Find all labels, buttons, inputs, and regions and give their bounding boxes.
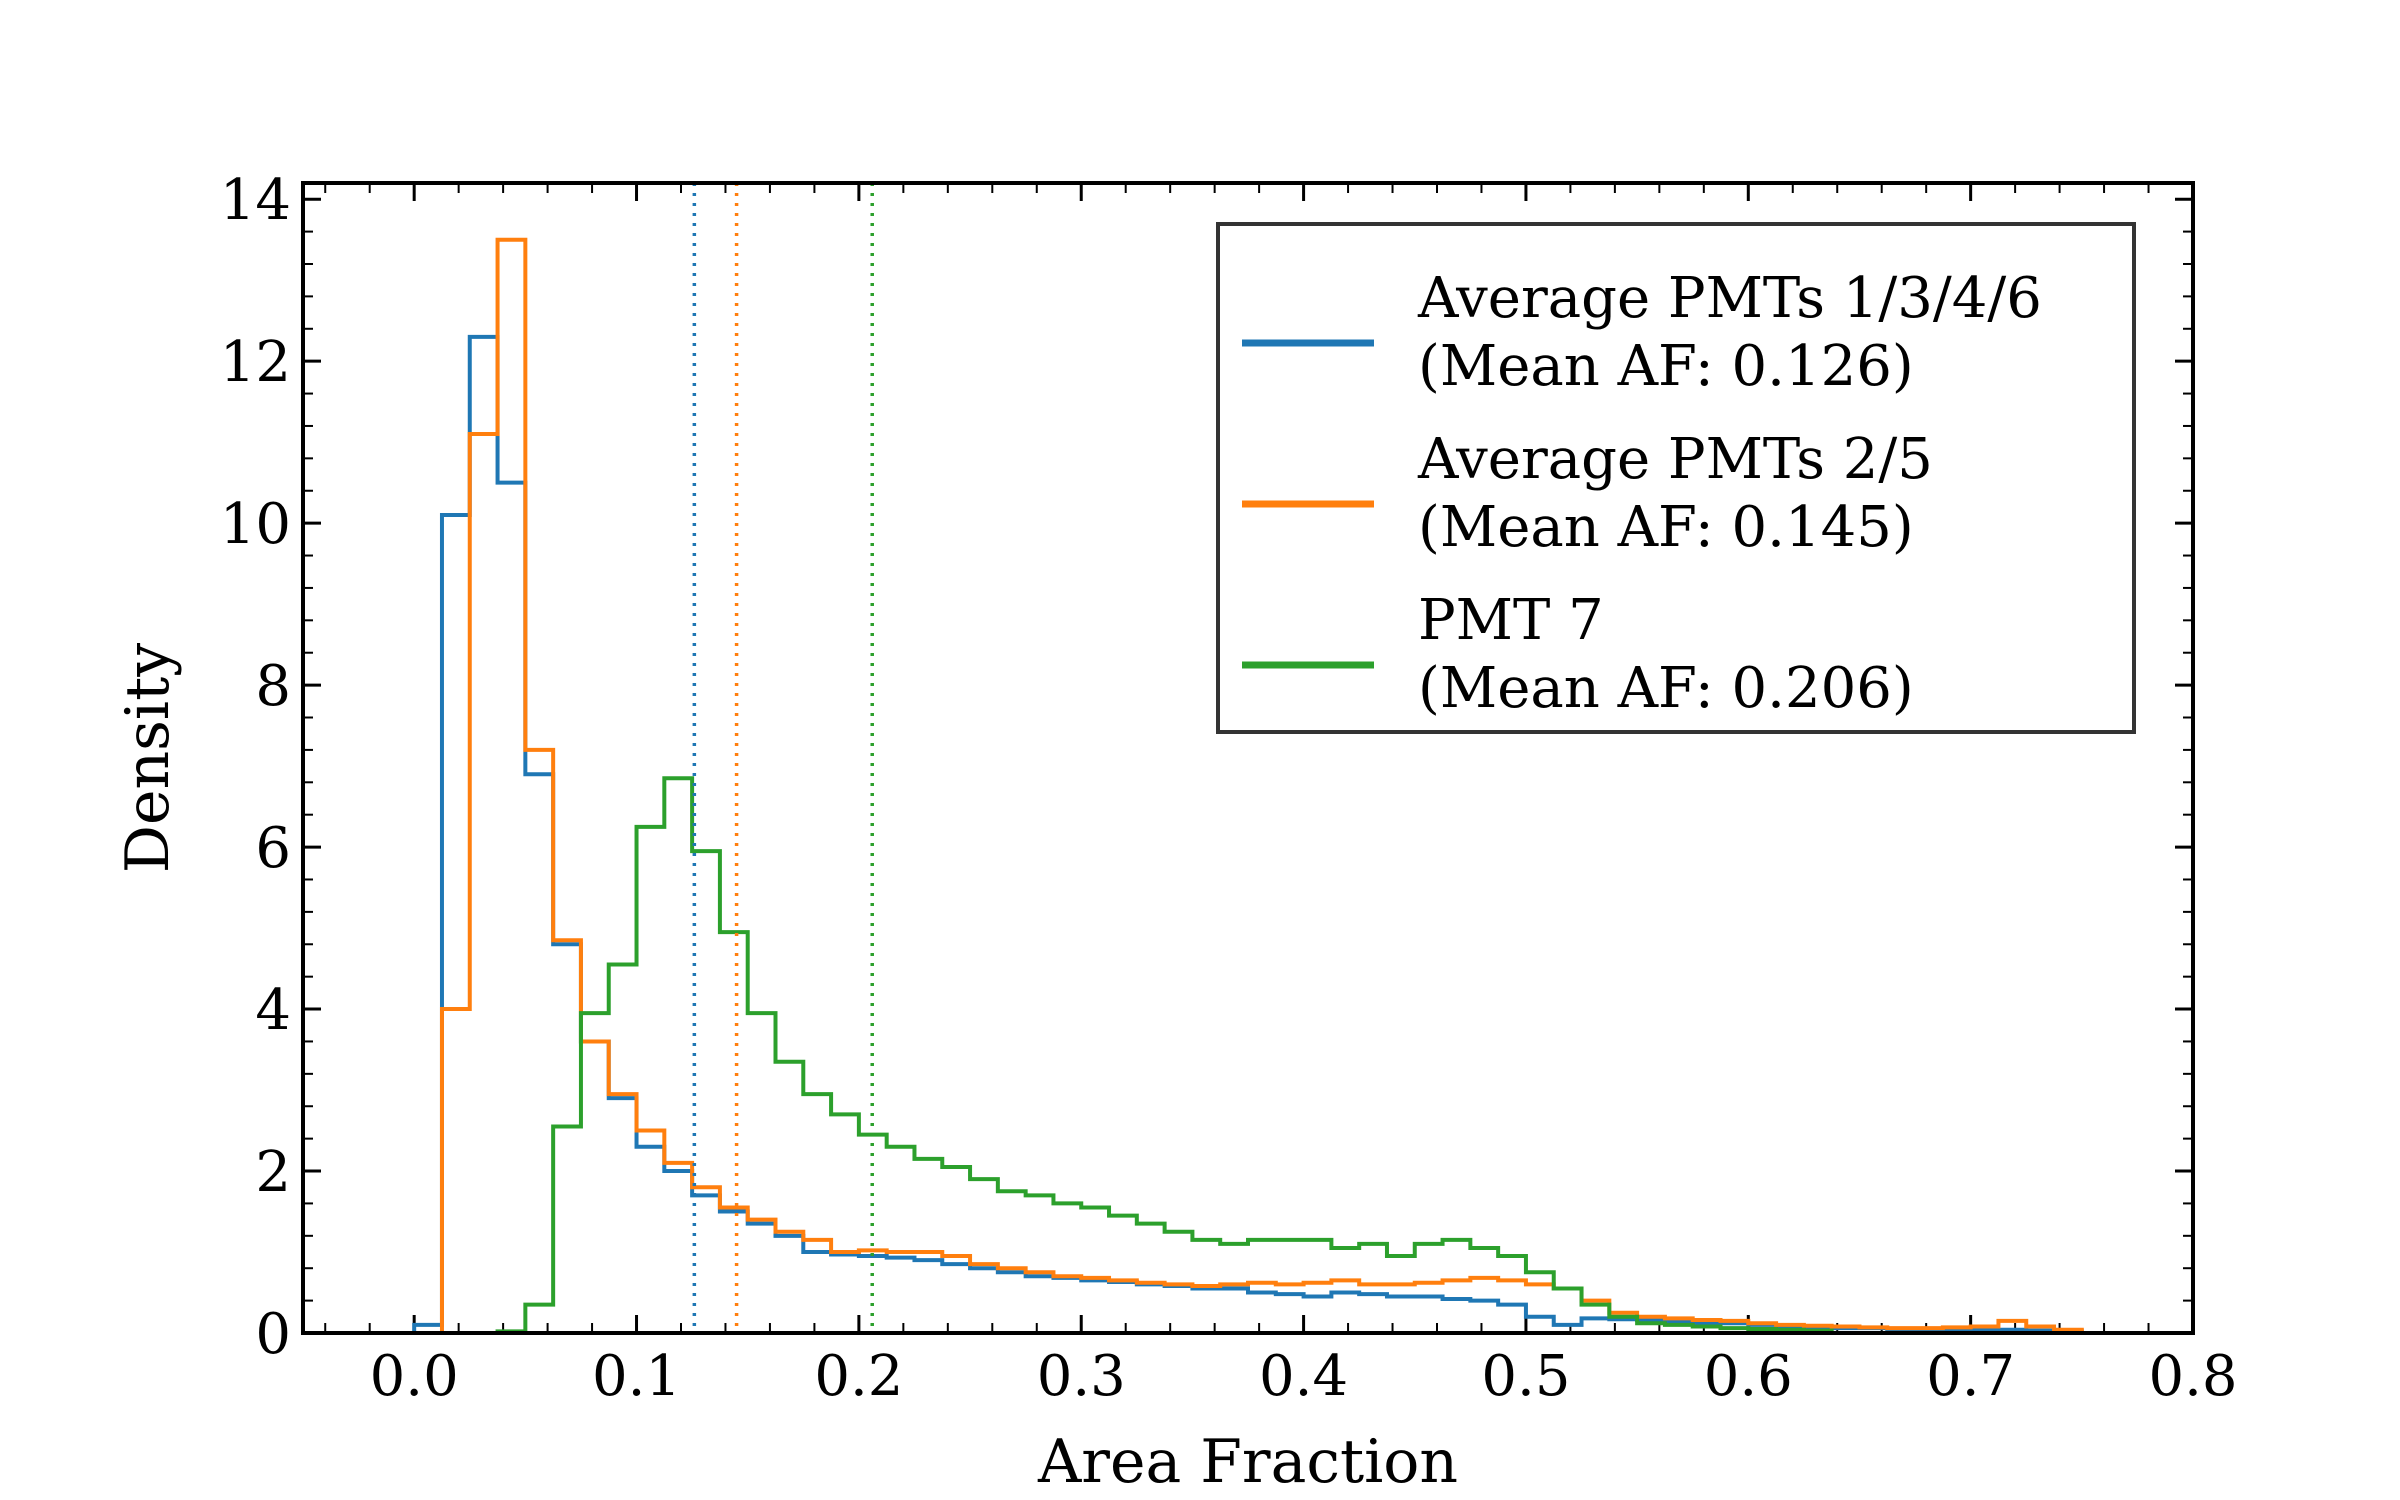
histogram-series-2 [414, 237, 2084, 1335]
legend-box [1216, 222, 2136, 734]
y-tick-label: 8 [255, 654, 291, 719]
y-tick-label: 12 [220, 330, 291, 395]
y-tick-label: 6 [255, 816, 291, 881]
y-axis-label: Density [113, 643, 183, 873]
legend-mean-2: (Mean AF: 0.145) [1418, 495, 1914, 560]
x-axis-label: Area Fraction [1037, 1427, 1458, 1497]
y-tick-label: 4 [255, 978, 291, 1043]
x-tick-label: 0.8 [2148, 1344, 2237, 1409]
x-tick-label: 0.0 [370, 1344, 459, 1409]
histogram-series-3 [414, 776, 1834, 1335]
x-tick-label: 0.6 [1704, 1344, 1793, 1409]
x-tick-labels: 0.0 0.1 0.2 0.3 0.4 0.5 0.6 0.7 0.8 [370, 1344, 2238, 1409]
x-tick-label: 0.1 [592, 1344, 681, 1409]
x-tick-label: 0.2 [814, 1344, 903, 1409]
plot-frame [301, 181, 2195, 1335]
y-tick-label: 2 [255, 1140, 291, 1205]
x-tick-label: 0.5 [1481, 1344, 1570, 1409]
legend-label-1: Average PMTs 1/3/4/6 [1417, 266, 2042, 331]
x-tick-label: 0.7 [1926, 1344, 2015, 1409]
y-tick-label: 14 [220, 168, 291, 233]
mean-lines [692, 183, 874, 1333]
legend-mean-1: (Mean AF: 0.126) [1418, 334, 1914, 399]
legend-mean-3: (Mean AF: 0.206) [1418, 656, 1914, 721]
y-tick-labels: 0 2 4 6 8 10 12 14 [220, 168, 291, 1367]
y-tick-label: 0 [255, 1302, 291, 1367]
series-layer [412, 237, 2084, 1335]
legend-label-2: Average PMTs 2/5 [1417, 427, 1933, 492]
x-tick-label: 0.4 [1259, 1344, 1348, 1409]
y-tick-label: 10 [220, 492, 291, 557]
legend-label-3: PMT 7 [1418, 588, 1604, 653]
legend: Average PMTs 1/3/4/6(Mean AF: 0.126) Aver… [1216, 222, 2136, 734]
x-tick-label: 0.3 [1037, 1344, 1126, 1409]
